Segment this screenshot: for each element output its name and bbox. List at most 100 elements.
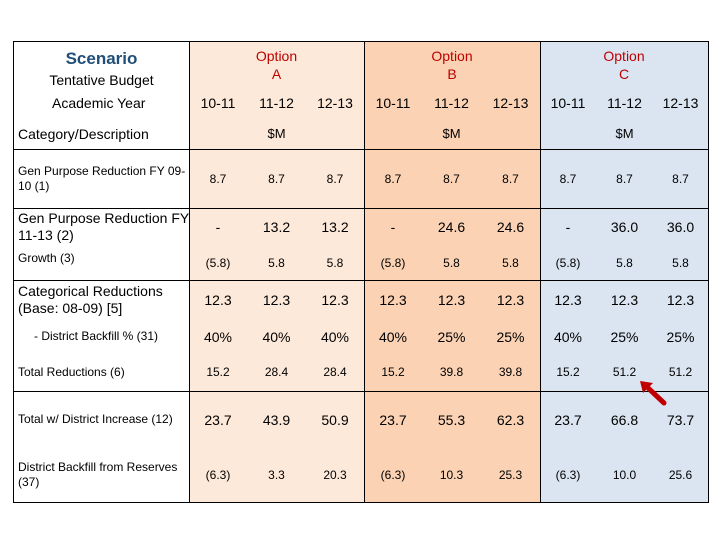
row-label: Total w/ District Increase (12) (18, 412, 173, 426)
grid-line (14, 208, 708, 209)
table-cell: 73.7 (666, 411, 695, 428)
table-cell: 8.7 (616, 171, 633, 186)
table-cell: 43.9 (262, 411, 291, 428)
table-cell: 51.2 (612, 365, 637, 379)
table-cell: 8.7 (443, 171, 460, 186)
year-header: 11-12 (259, 95, 294, 111)
year-header: 12-13 (662, 95, 699, 111)
option-c-background (540, 42, 708, 502)
table-cell: 5.8 (268, 256, 285, 270)
table-cell: 40% (378, 328, 408, 345)
table-cell: 12.3 (437, 292, 466, 308)
grid-line (14, 149, 708, 150)
row-label: Growth (3) (18, 251, 75, 265)
table-cell: 20.3 (323, 468, 347, 482)
year-header: 11-12 (434, 95, 469, 111)
option-c-letter: C (618, 66, 630, 82)
table-cell: (5.8) (555, 256, 581, 270)
budget-table: Scenario Tentative Budget Option A Optio… (13, 41, 709, 503)
table-cell: 50.9 (321, 411, 349, 428)
tentative-budget-label: Tentative Budget (49, 72, 154, 88)
table-cell: 8.7 (326, 171, 344, 186)
table-cell: 39.8 (439, 365, 464, 379)
table-cell: 40% (262, 328, 291, 345)
table-cell: 5.8 (502, 256, 519, 270)
scenario-title: Scenario (65, 49, 138, 68)
unit-label: $M (267, 126, 286, 141)
table-cell: 15.2 (556, 365, 580, 379)
table-cell: (6.3) (380, 468, 406, 482)
arrow-icon (640, 381, 667, 406)
table-cell: 12.3 (554, 292, 582, 308)
table-cell: 40% (320, 328, 350, 345)
year-header: 11-12 (607, 95, 642, 111)
table-cell: 8.7 (502, 171, 519, 186)
table-cell: 12.3 (610, 292, 639, 308)
table-cell: 10.3 (439, 468, 464, 482)
table-cell: 40% (553, 328, 583, 345)
table-cell: 13.2 (321, 219, 349, 235)
table-cell: (6.3) (205, 468, 231, 482)
table-cell: 8.7 (559, 171, 577, 186)
table-cell: - (215, 219, 221, 235)
table-row: Total w/ District Increase (12) 23.7 43.… (14, 391, 708, 448)
grid-line (14, 280, 708, 281)
year-header: 10-11 (550, 95, 586, 111)
table-cell: 28.4 (264, 365, 289, 379)
option-b-header: Option B (364, 42, 540, 88)
table-cell: - (565, 219, 571, 235)
table-cell: 25% (496, 328, 525, 345)
table-row: Gen Purpose Reduction FY 09-10 (1) 8.7 8… (14, 149, 708, 208)
year-header: 12-13 (492, 95, 529, 111)
option-b-label: Option (431, 48, 473, 64)
table-cell: 55.3 (437, 411, 466, 428)
table-cell: 12.3 (496, 292, 525, 308)
table-cell: 25.3 (498, 468, 523, 482)
year-header: 10-11 (200, 95, 236, 111)
table-cell: 12.3 (379, 292, 407, 308)
grid-line (540, 42, 541, 502)
unit-label: $M (615, 126, 634, 141)
table-cell: 12.3 (262, 292, 291, 308)
option-a-background (189, 42, 364, 502)
option-b-letter: B (447, 66, 457, 82)
table-cell: 8.7 (268, 171, 285, 186)
table-cell: 10.0 (612, 468, 637, 482)
table-cell: 5.8 (326, 256, 344, 270)
table-cell: 23.7 (204, 411, 232, 428)
table-row: Gen Purpose Reduction FY 11-13 (2) - 13.… (14, 208, 708, 246)
table-cell: 36.0 (610, 219, 639, 235)
option-c-label: Option (603, 48, 645, 64)
budget-grid: Scenario Tentative Budget Option A Optio… (14, 42, 708, 502)
table-cell: (5.8) (205, 256, 231, 270)
table-cell: 23.7 (379, 411, 407, 428)
table-cell: 39.8 (498, 365, 523, 379)
table-cell: 24.6 (496, 219, 525, 235)
table-cell: 25.6 (668, 468, 693, 482)
table-row: Total Reductions (6) 15.2 28.4 28.4 15.2… (14, 353, 708, 391)
grid-line (189, 42, 190, 502)
unit-label: $M (442, 126, 461, 141)
table-cell: (6.3) (555, 468, 581, 482)
option-c-header: Option C (540, 42, 708, 88)
table-cell: 36.0 (666, 219, 695, 235)
table-cell: 28.4 (323, 365, 347, 379)
table-cell: 8.7 (384, 171, 402, 186)
table-cell: 25% (666, 328, 695, 345)
table-cell: 51.2 (668, 365, 693, 379)
option-a-letter: A (271, 66, 282, 82)
grid-line (364, 42, 365, 502)
option-a-header: Option A (189, 42, 364, 88)
grid-line (14, 391, 708, 392)
table-cell: 5.8 (443, 256, 460, 270)
year-header: 10-11 (375, 95, 411, 111)
table-cell: 8.7 (672, 171, 689, 186)
table-cell: 12.3 (666, 292, 695, 308)
row-label: Total Reductions (6) (18, 364, 125, 379)
table-cell: 5.8 (616, 256, 633, 270)
row-label: Gen Purpose Reduction FY 09-10 (1) (18, 163, 186, 193)
row-label: Gen Purpose Reduction FY 11-13 (2) (18, 210, 189, 243)
table-cell: 24.6 (437, 219, 466, 235)
table-cell: 25% (610, 328, 639, 345)
category-label: Category/Description (18, 125, 149, 142)
